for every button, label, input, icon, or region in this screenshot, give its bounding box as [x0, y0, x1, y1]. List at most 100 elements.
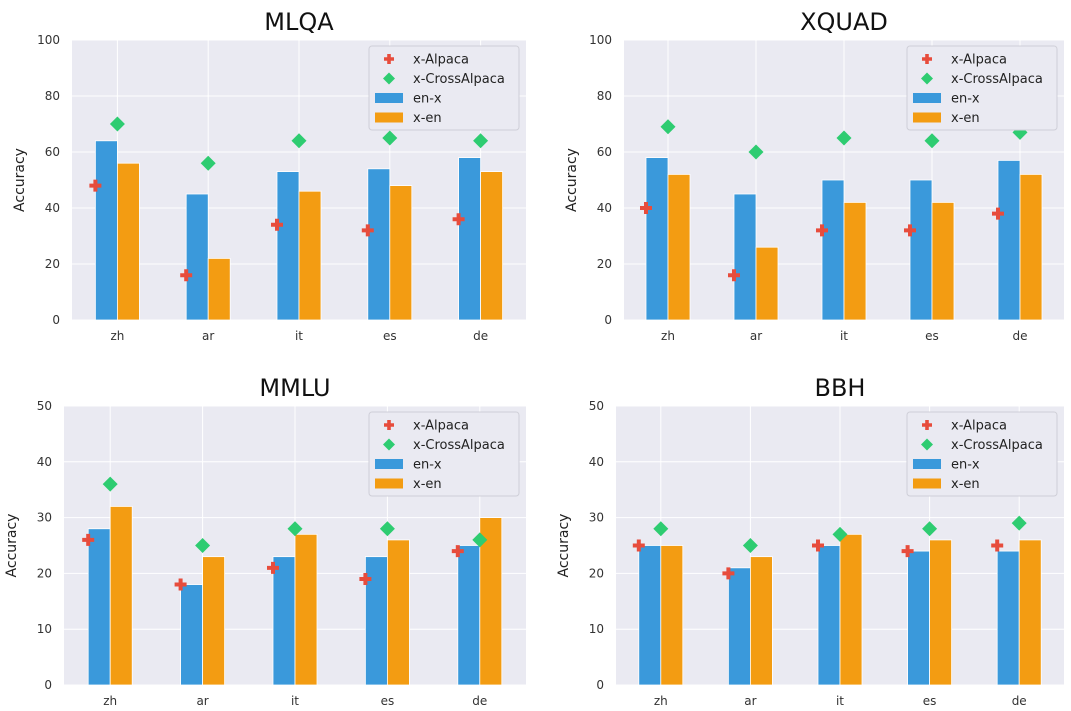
- bar-x-en-es: [929, 539, 952, 686]
- x-tick-label: zh: [110, 329, 124, 343]
- x-tick-label: it: [836, 694, 844, 708]
- point-x-CrossAlpaca-it: [287, 521, 303, 537]
- bar-en-x-zh: [95, 140, 118, 321]
- bar-en-x-de: [997, 159, 1021, 321]
- y-tick-label: 0: [596, 678, 604, 692]
- point-x-Alpaca-ar: [722, 567, 735, 580]
- point-x-Alpaca-es: [361, 224, 374, 237]
- x-tick-label: it: [840, 329, 848, 343]
- panel-title: BBH: [815, 374, 866, 402]
- legend-marker: [913, 459, 941, 469]
- bar-x-en-es: [386, 539, 410, 686]
- point-x-CrossAlpaca-ar: [195, 538, 211, 553]
- bar-en-x-ar: [733, 193, 757, 321]
- chart-panel-0: 0 20 40 60 80 100 zh ar it es de MLQA Accuracy x-Alpa…: [12, 8, 526, 343]
- bar-en-x-de: [458, 157, 482, 321]
- x-tick-label: it: [291, 694, 299, 708]
- point-x-CrossAlpaca-it: [836, 130, 852, 146]
- legend-marker: [921, 438, 933, 451]
- y-tick-label: 20: [37, 566, 52, 580]
- bar-x-en-de: [1019, 173, 1043, 321]
- legend-label: en-x: [951, 92, 980, 107]
- legend-label: x-CrossAlpaca: [951, 438, 1043, 453]
- point-x-Alpaca-es: [901, 545, 914, 558]
- point-x-Alpaca-zh: [640, 202, 652, 214]
- y-tick-label: 40: [589, 455, 604, 469]
- legend-marker: [375, 112, 403, 123]
- bar-x-en-it: [294, 533, 318, 686]
- point-x-CrossAlpaca-es: [924, 133, 940, 149]
- y-tick-label: 50: [589, 399, 604, 413]
- point-x-CrossAlpaca-it: [832, 526, 848, 542]
- y-tick-label: 20: [45, 257, 60, 271]
- bar-x-en-es: [931, 201, 955, 321]
- point-x-CrossAlpaca-zh: [102, 476, 118, 492]
- point-x-Alpaca-de: [992, 207, 1004, 220]
- x-tick-label: es: [923, 694, 937, 708]
- point-x-CrossAlpaca-it: [291, 133, 307, 149]
- x-tick-label: de: [1013, 329, 1028, 343]
- legend-marker: [383, 72, 395, 85]
- y-tick-label: 40: [37, 455, 52, 469]
- y-tick-label: 20: [597, 257, 612, 271]
- y-tick-label: 30: [589, 511, 604, 525]
- legend-marker: [375, 459, 403, 469]
- x-tick-label: es: [925, 329, 939, 343]
- chart-panel-3: 0 10 20 30 40 50 zh ar it es de BBH Accuracy x-Alpaca…: [556, 374, 1064, 708]
- point-x-CrossAlpaca-zh: [653, 521, 669, 537]
- legend-label: x-Alpaca: [951, 419, 1007, 434]
- bar-en-x-zh: [645, 157, 669, 321]
- x-tick-label: de: [473, 329, 488, 343]
- y-tick-label: 0: [604, 313, 612, 327]
- y-tick-label: 100: [37, 33, 60, 47]
- point-x-Alpaca-de: [451, 545, 464, 558]
- point-x-Alpaca-ar: [174, 578, 187, 591]
- bar-en-x-zh: [638, 545, 662, 686]
- x-tick-label: ar: [750, 329, 762, 343]
- bar-x-en-de: [479, 517, 503, 686]
- bar-en-x-de: [457, 545, 481, 686]
- point-x-Alpaca-ar: [728, 269, 740, 282]
- bar-x-en-it: [298, 190, 322, 321]
- legend-marker: [375, 93, 403, 103]
- y-tick-label: 0: [44, 678, 52, 692]
- point-x-Alpaca-es: [904, 224, 916, 237]
- point-x-Alpaca-es: [359, 572, 372, 585]
- legend-label: en-x: [951, 458, 980, 473]
- y-tick-label: 100: [589, 33, 612, 47]
- y-tick-label: 0: [52, 313, 60, 327]
- y-tick-label: 30: [37, 511, 52, 525]
- bar-en-x-ar: [185, 193, 209, 321]
- x-tick-label: zh: [654, 694, 668, 708]
- y-tick-label: 60: [45, 145, 60, 159]
- bar-en-x-ar: [728, 567, 751, 686]
- legend-label: x-en: [951, 111, 980, 126]
- bar-en-x-ar: [180, 584, 204, 686]
- y-axis-label: Accuracy: [12, 148, 28, 212]
- y-tick-label: 40: [597, 201, 612, 215]
- bar-x-en-ar: [207, 257, 231, 321]
- legend-label: x-Alpaca: [413, 53, 469, 68]
- x-tick-label: ar: [196, 694, 208, 708]
- point-x-Alpaca-it: [271, 218, 283, 231]
- point-x-Alpaca-it: [816, 224, 828, 237]
- point-x-CrossAlpaca-zh: [109, 116, 125, 132]
- bar-en-x-it: [272, 556, 296, 686]
- y-tick-label: 40: [45, 201, 60, 215]
- bar-x-en-zh: [117, 162, 140, 321]
- legend-box: [906, 45, 1058, 131]
- panel-title: MLQA: [264, 8, 334, 36]
- bar-x-en-it: [839, 533, 863, 686]
- bar-x-en-it: [843, 201, 867, 321]
- x-tick-label: de: [472, 694, 487, 708]
- legend-label: x-en: [951, 477, 980, 492]
- legend-marker: [375, 478, 403, 489]
- legend-marker: [922, 420, 932, 430]
- point-x-CrossAlpaca-ar: [742, 538, 758, 553]
- legend: x-Alpaca x-CrossAlpaca en-x x-en: [368, 411, 520, 497]
- legend-label: x-CrossAlpaca: [951, 72, 1043, 87]
- legend-label: en-x: [413, 92, 442, 107]
- point-x-CrossAlpaca-ar: [200, 155, 216, 171]
- legend-marker: [922, 54, 932, 64]
